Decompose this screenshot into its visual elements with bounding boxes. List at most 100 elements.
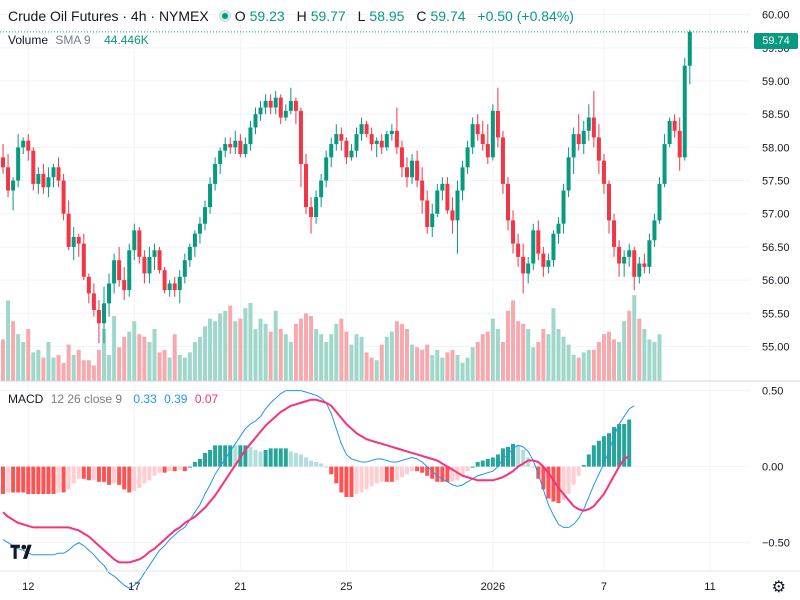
volume-bar — [263, 323, 268, 381]
volume-bar — [415, 347, 420, 381]
volume-bar — [576, 357, 581, 381]
candle-body — [394, 130, 399, 148]
histogram-bar — [71, 466, 76, 484]
candle-body — [233, 140, 238, 148]
candle-body — [197, 223, 202, 234]
histogram-bar — [369, 466, 374, 487]
volume-bar — [445, 352, 450, 381]
gear-icon[interactable]: ⚙ — [771, 579, 786, 596]
volume-params: SMA 9 — [55, 33, 91, 47]
volume-bar — [248, 303, 253, 381]
histogram-bar — [167, 466, 172, 472]
time-axis[interactable]: 12 17 21 25 2026 7 11 — [22, 581, 716, 593]
candle-body — [127, 250, 132, 291]
macd-params: 12 26 close 9 — [50, 392, 123, 406]
volume-bar — [339, 318, 344, 381]
candle-body — [51, 167, 56, 178]
histogram-bar — [460, 466, 465, 476]
candle-body — [420, 180, 425, 201]
time-tick: 12 — [22, 581, 34, 593]
candle-body — [647, 240, 652, 267]
candle-body — [677, 130, 682, 158]
volume-bar — [627, 310, 632, 381]
candles[interactable] — [1, 29, 692, 344]
volume-bar — [41, 357, 46, 381]
candle-body — [516, 243, 521, 257]
volume-bar — [203, 326, 207, 381]
volume-bar — [500, 342, 505, 381]
candle-body — [187, 246, 192, 261]
histogram-bar — [622, 424, 627, 467]
symbol-title[interactable]: Crude Oil Futures · 4h · NYMEX — [8, 8, 209, 24]
candle-body — [440, 183, 445, 191]
histogram-bar — [26, 466, 31, 494]
price-axis[interactable]: 60.0059.5059.0058.5058.0057.5057.0056.50… — [762, 10, 790, 354]
histogram-bar — [203, 452, 207, 467]
histogram-bar — [197, 459, 202, 467]
volume-bar — [147, 342, 152, 381]
candle-body — [102, 303, 106, 324]
volume-bar — [314, 329, 319, 381]
histogram-bar — [223, 445, 228, 467]
histogram-bar — [516, 445, 521, 467]
histogram-bar — [526, 457, 531, 467]
histogram-bar — [475, 462, 480, 467]
volume-bar — [268, 331, 273, 381]
candle-body — [147, 256, 152, 274]
price-tick: 56.00 — [762, 275, 790, 287]
volume-bar — [46, 342, 51, 381]
histogram-bar — [157, 466, 162, 473]
histogram-bar — [268, 448, 273, 467]
volume-bar — [298, 318, 303, 381]
histogram-bar — [500, 448, 505, 467]
ohlc-low: L 58.95 — [357, 8, 405, 24]
candle-body — [612, 220, 617, 247]
histogram-bar — [187, 466, 192, 468]
candle-body — [435, 190, 440, 214]
volume-bar — [399, 323, 404, 381]
histogram-bar — [11, 466, 16, 493]
histogram-bar — [152, 466, 157, 476]
volume-bars — [1, 295, 662, 381]
volume-bar — [591, 349, 596, 381]
tradingview-logo-icon[interactable] — [8, 540, 38, 562]
candle-body — [546, 260, 551, 267]
candle-body — [354, 134, 359, 151]
volume-bar — [642, 329, 647, 381]
histogram-bar — [137, 466, 142, 488]
volume-bar — [364, 352, 369, 381]
candle-body — [86, 276, 91, 294]
histogram-bar — [309, 460, 314, 467]
volume-bar — [556, 329, 561, 381]
histogram-bar — [490, 457, 495, 467]
histogram-bar — [228, 445, 233, 467]
histogram-bar — [81, 466, 86, 479]
histogram-bar — [76, 466, 81, 479]
volume-bar — [586, 349, 591, 381]
macd-legend[interactable]: MACD 12 26 close 9 0.33 0.39 0.07 — [8, 392, 222, 406]
histogram-bar — [379, 466, 384, 482]
histogram-bar — [349, 466, 354, 498]
histogram-bar — [445, 466, 450, 482]
histogram-bar — [61, 466, 66, 493]
price-tick: 59.00 — [762, 76, 790, 88]
candle-body — [293, 100, 298, 111]
histogram-bar — [541, 466, 546, 490]
volume-bar — [490, 318, 495, 381]
volume-bar — [425, 344, 430, 381]
volume-bar — [11, 321, 16, 381]
candle-body — [157, 250, 162, 271]
volume-bar — [389, 331, 394, 381]
histogram-bar — [253, 449, 258, 467]
macd-value: 0.33 — [133, 392, 157, 406]
volume-bar — [228, 305, 233, 381]
macd-axis[interactable]: 0.50 0.00 −0.50 — [762, 386, 790, 550]
candle-body — [16, 147, 21, 181]
histogram-bar — [182, 466, 187, 472]
candle-body — [56, 167, 61, 181]
histogram-bar — [450, 466, 455, 482]
volume-legend[interactable]: Volume SMA 9 44.446K — [8, 33, 153, 47]
candle-body — [177, 276, 182, 291]
histogram-bar — [56, 466, 61, 493]
volume-bar — [324, 342, 329, 381]
